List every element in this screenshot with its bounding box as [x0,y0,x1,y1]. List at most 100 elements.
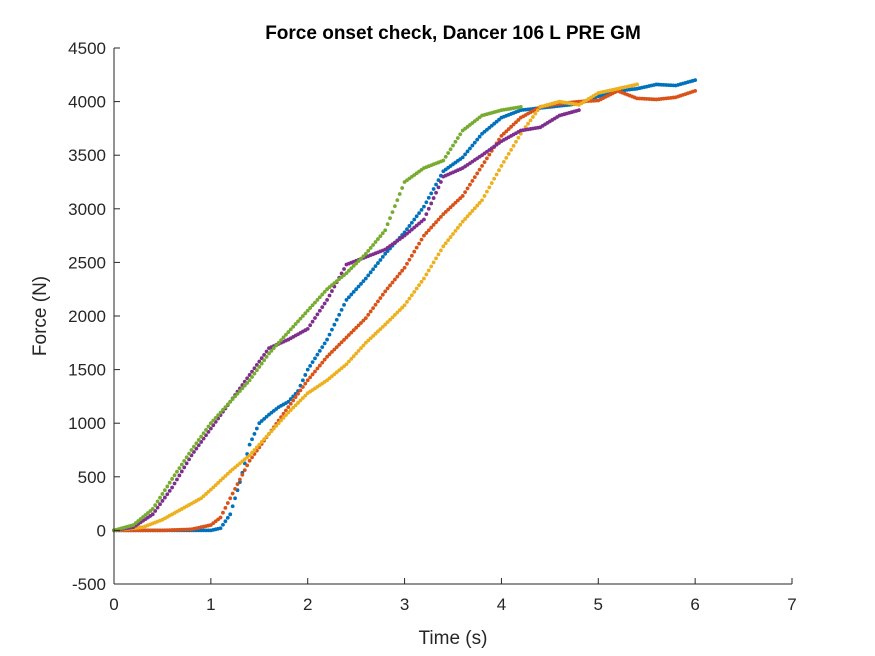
series-2-point [506,127,511,131]
series-2-point [354,325,359,330]
series-3-point [286,410,291,415]
series-1-point [371,267,375,272]
series-2-point [344,335,349,340]
series-5-point [296,319,300,324]
series-3-point [635,82,639,87]
series-3-point [523,125,528,129]
series-1-point [330,327,334,332]
series-1-point [434,182,438,187]
series-5-point [242,383,247,388]
series-5-point [361,254,366,259]
series-2-point [383,289,388,294]
y-axis-label: Force (N) [30,276,51,356]
series-1-point [368,270,373,275]
series-5-point [175,469,179,474]
series-2-point [322,357,327,362]
series-5-point [397,192,402,196]
series-2-point [426,228,431,233]
series-2-point [455,198,460,203]
series-2-point [242,468,247,472]
series-3-point [526,121,530,126]
series-4-point [167,488,172,493]
series-4-point [175,477,179,482]
series-1-point [363,276,368,281]
series-5-point [254,368,259,373]
x-axis-label: Time (s) [419,628,488,649]
series-4-point [184,461,189,466]
series-5-point [279,338,283,343]
series-5-point [453,139,458,144]
series-1-point [460,155,465,160]
series-3-point [504,155,509,160]
series-5-point [187,451,191,456]
series-3-point [397,308,402,312]
series-1-point [247,442,252,447]
series-2-point [305,378,310,383]
x-tick-label: 5 [594,595,603,614]
series-3-point [487,185,492,190]
series-3-point [225,471,230,476]
series-5-point [153,503,158,508]
series-3-point [451,232,455,236]
x-tick-label: 2 [303,595,312,614]
series-2-point [330,350,334,354]
series-2-point [247,458,252,463]
series-1-point [349,292,354,297]
series-2-point [313,369,317,374]
series-4-point [165,492,170,497]
series-2-point [296,391,300,396]
series-5-point [257,365,262,369]
series-3-point [356,348,361,353]
series-4-point [422,217,426,222]
series-2-point [475,171,480,176]
series-2-point [453,200,458,205]
series-2-point [361,318,366,323]
series-3-point [477,201,482,205]
series-4-point [310,319,315,324]
series-3-point [509,147,514,152]
series-3-point [349,356,354,361]
series-3-point [419,279,424,284]
series-3-point [303,393,308,398]
series-2-point [465,186,470,191]
series-5-point [194,441,199,446]
series-4-point [436,185,441,190]
series-5-point [233,394,237,399]
series-3-point [271,426,276,431]
series-5-point [172,473,177,478]
series-2-point [463,190,468,195]
series-4-point [320,305,325,310]
series-5-point [363,251,368,256]
series-4-point [315,312,320,317]
series-3-point [453,229,458,233]
series-5-point [313,300,317,305]
series-5-point [281,335,286,340]
series-1-point [322,341,327,346]
series-4-point [342,267,346,271]
series-2-point [303,381,308,386]
series-2-point [245,463,250,468]
series-2-point [230,491,235,496]
y-tick-label: 2000 [68,307,106,326]
series-5-point [211,418,216,423]
series-2-point [419,237,424,242]
series-5-point [441,158,446,163]
series-3-point [211,485,216,490]
series-1-point [407,224,412,228]
series-3-point [463,217,468,221]
series-3-point [344,362,349,367]
series-3-point [489,181,494,185]
series-4-point [172,481,177,486]
series-5-point [165,484,170,489]
series-2-point [218,515,223,520]
series-5-point [317,295,322,300]
series-3-point [213,483,218,488]
series-2-point [376,299,380,304]
series-5-point [158,495,162,500]
series-2-point [448,205,453,210]
series-5-point [216,413,221,418]
series-5-point [225,402,230,407]
series-3-point [402,303,407,308]
series-5-point [276,340,281,345]
series-3-point [434,256,438,261]
